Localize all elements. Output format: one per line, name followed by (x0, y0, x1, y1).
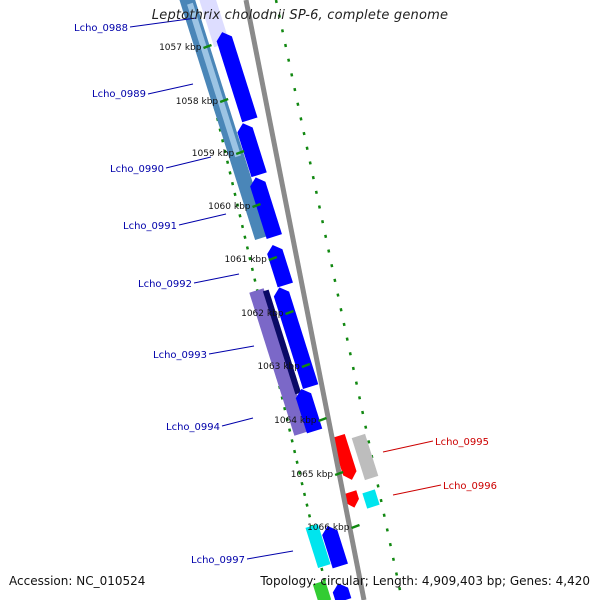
ruler-tick (252, 202, 261, 209)
cds-lcho0992 (267, 244, 293, 288)
ruler-tick (301, 362, 311, 369)
gene-leader-line (382, 440, 434, 453)
cds-lcho0994-shape (295, 389, 323, 434)
cds-lcho0993 (273, 287, 319, 389)
ruler-tick (334, 470, 344, 477)
cds-lcho0994 (295, 389, 323, 434)
cds-lcho0996-cyan (362, 489, 380, 509)
backbone (243, 0, 367, 601)
ruler-label: 1061 kbp (224, 255, 267, 265)
ruler-label: 1057 kbp (159, 43, 202, 53)
cds-lcho0997-shape (322, 525, 348, 569)
gene-leader-line (221, 417, 254, 427)
gene-label: Lcho_0990 (110, 164, 164, 175)
gene-label: Lcho_0993 (153, 350, 207, 361)
ruler-label: 1059 kbp (192, 149, 235, 159)
cds-lcho0997 (322, 525, 348, 569)
gene-leader-line (178, 213, 227, 226)
cog-track-green (312, 580, 332, 604)
cds-lcho0989-shape (216, 32, 258, 123)
ruler-tick (318, 416, 327, 423)
backbone-line (243, 0, 367, 601)
cog-track-cyan (305, 524, 331, 568)
accession-text: Accession: NC_010524 (9, 574, 146, 588)
ruler-label: 1065 kbp (291, 470, 334, 480)
cds-lcho0996-cyan-shape (362, 489, 380, 509)
ruler-label: 1058 kbp (176, 97, 219, 107)
cog-track-highlight (187, 2, 241, 158)
gene-label: Lcho_0992 (138, 279, 192, 290)
cds-next-shape (332, 583, 352, 603)
feature-tracks (174, 0, 380, 604)
cds-lcho0995-shadow (351, 433, 379, 481)
ruler-tick (268, 255, 278, 262)
gene-label: Lcho_0997 (191, 555, 245, 566)
gene-label: Lcho_0991 (123, 221, 177, 232)
cog-track-lower (249, 288, 309, 436)
cds-lcho0995-shadow-shape (351, 433, 379, 481)
gene-leader-line (392, 484, 442, 496)
dotted-guides (188, 0, 404, 601)
gene-labels: Lcho_0988 Lcho_0989 Lcho_0990 Lcho_0991 Lcho… (74, 17, 497, 566)
cog-track-lower-shape (249, 288, 309, 436)
cds-next (332, 583, 352, 603)
gene-leader-line (246, 550, 294, 560)
ruler-label: 1062 kbp (241, 309, 284, 319)
ruler-label: 1064 kbp (274, 416, 317, 426)
cds-lcho0993-shape (273, 287, 319, 389)
cds-lcho0991-shape (250, 177, 282, 239)
gene-leader-line (147, 83, 194, 95)
cds-lcho0989 (216, 32, 258, 123)
ruler-tick (351, 523, 360, 530)
cog-track-dark (262, 289, 302, 395)
ruler-tick (203, 43, 212, 50)
ruler: 1057 kbp 1058 kbp 1059 kbp 1060 kbp 1061 kbp… (159, 43, 360, 533)
cds-lcho0995 (331, 433, 357, 480)
cds-lcho0992-shape (267, 244, 293, 288)
cds-lcho0991 (250, 177, 282, 239)
genome-summary-text: Topology: circular; Length: 4,909,403 bp… (260, 574, 590, 588)
ruler-tick (219, 97, 229, 104)
ruler-label: 1063 kbp (257, 362, 300, 372)
gene-leader-line (129, 17, 197, 28)
cog-track-highlight-shape (187, 2, 241, 158)
gene-leader-line (208, 345, 255, 355)
gene-leader-line (193, 273, 240, 284)
ruler-tick (285, 309, 294, 316)
map-title: Leptothrix cholodnii SP-6, complete geno… (151, 8, 449, 23)
gene-label: Lcho_0995 (435, 437, 489, 448)
ruler-label: 1066 kbp (307, 523, 350, 533)
gene-label: Lcho_0988 (74, 23, 128, 34)
cog-track-green-shape (312, 580, 332, 604)
ruler-label: 1060 kbp (208, 202, 251, 212)
outer-dotted-guide (274, 0, 404, 601)
cog-track-dark-shape (262, 289, 302, 395)
cds-lcho0990 (237, 123, 267, 178)
cds-lcho0990-shape (237, 123, 267, 178)
ruler-tick (235, 149, 245, 156)
gene-leader-line (165, 156, 212, 169)
cog-track-cyan-shape (305, 524, 331, 568)
gene-label: Lcho_0994 (166, 422, 220, 433)
gene-label: Lcho_0989 (92, 89, 146, 100)
gene-label: Lcho_0996 (443, 481, 497, 492)
cds-lcho0995-shape (331, 433, 357, 480)
